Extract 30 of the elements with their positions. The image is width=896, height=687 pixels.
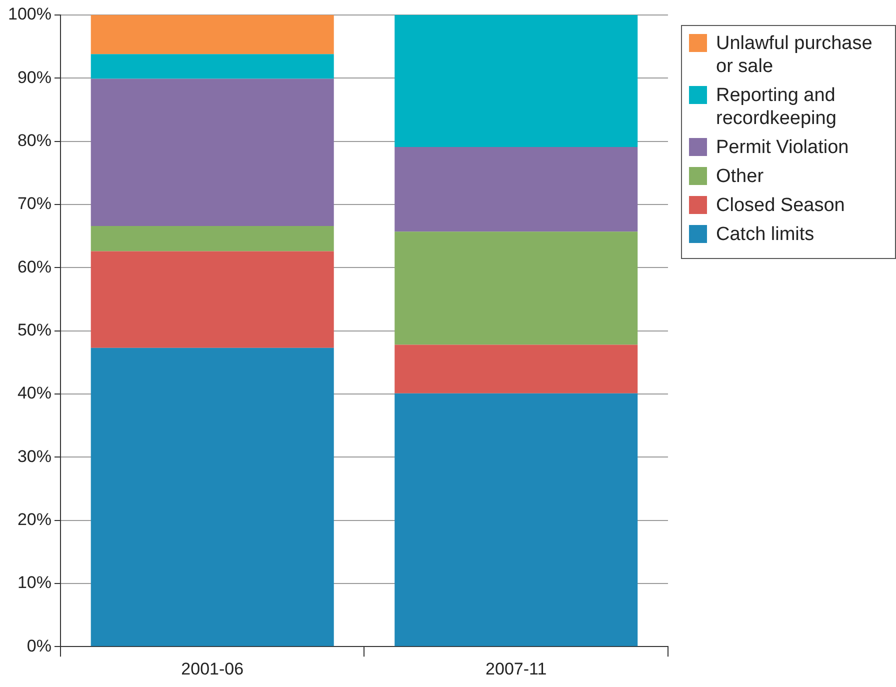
bar — [394, 393, 638, 646]
bar — [90, 15, 334, 54]
y-tick-label: 80% — [17, 131, 52, 150]
bar — [90, 78, 334, 226]
y-tick-label: 30% — [17, 446, 52, 466]
legend-label: Closed Season — [716, 194, 845, 217]
bar — [394, 344, 638, 394]
x-tick-label: 2007-11 — [486, 659, 547, 678]
legend-label: Other — [716, 165, 764, 188]
y-tick-label: 0% — [26, 636, 52, 656]
x-tick-label: 2001-06 — [181, 659, 244, 678]
y-tick-label: 10% — [17, 573, 52, 592]
bar — [394, 15, 638, 148]
bar — [90, 54, 334, 79]
bar — [394, 147, 638, 232]
y-tick-label: 70% — [17, 194, 52, 214]
y-tick-label: 40% — [17, 384, 52, 403]
bar — [394, 232, 638, 345]
y-tick-label: 90% — [17, 68, 52, 87]
legend-label: Reporting and recordkeeping — [716, 84, 838, 130]
legend-label: Unlawful purchase or sale — [716, 32, 874, 78]
y-tick-label: 100% — [8, 4, 52, 24]
bar — [90, 348, 334, 646]
y-tick-label: 20% — [17, 510, 52, 529]
legend-label: Catch limits — [716, 223, 814, 246]
bar — [90, 251, 334, 348]
bar — [90, 226, 334, 252]
y-tick-label: 50% — [17, 320, 52, 340]
y-tick-label: 60% — [17, 257, 52, 276]
legend-label: Permit Violation — [716, 136, 849, 159]
